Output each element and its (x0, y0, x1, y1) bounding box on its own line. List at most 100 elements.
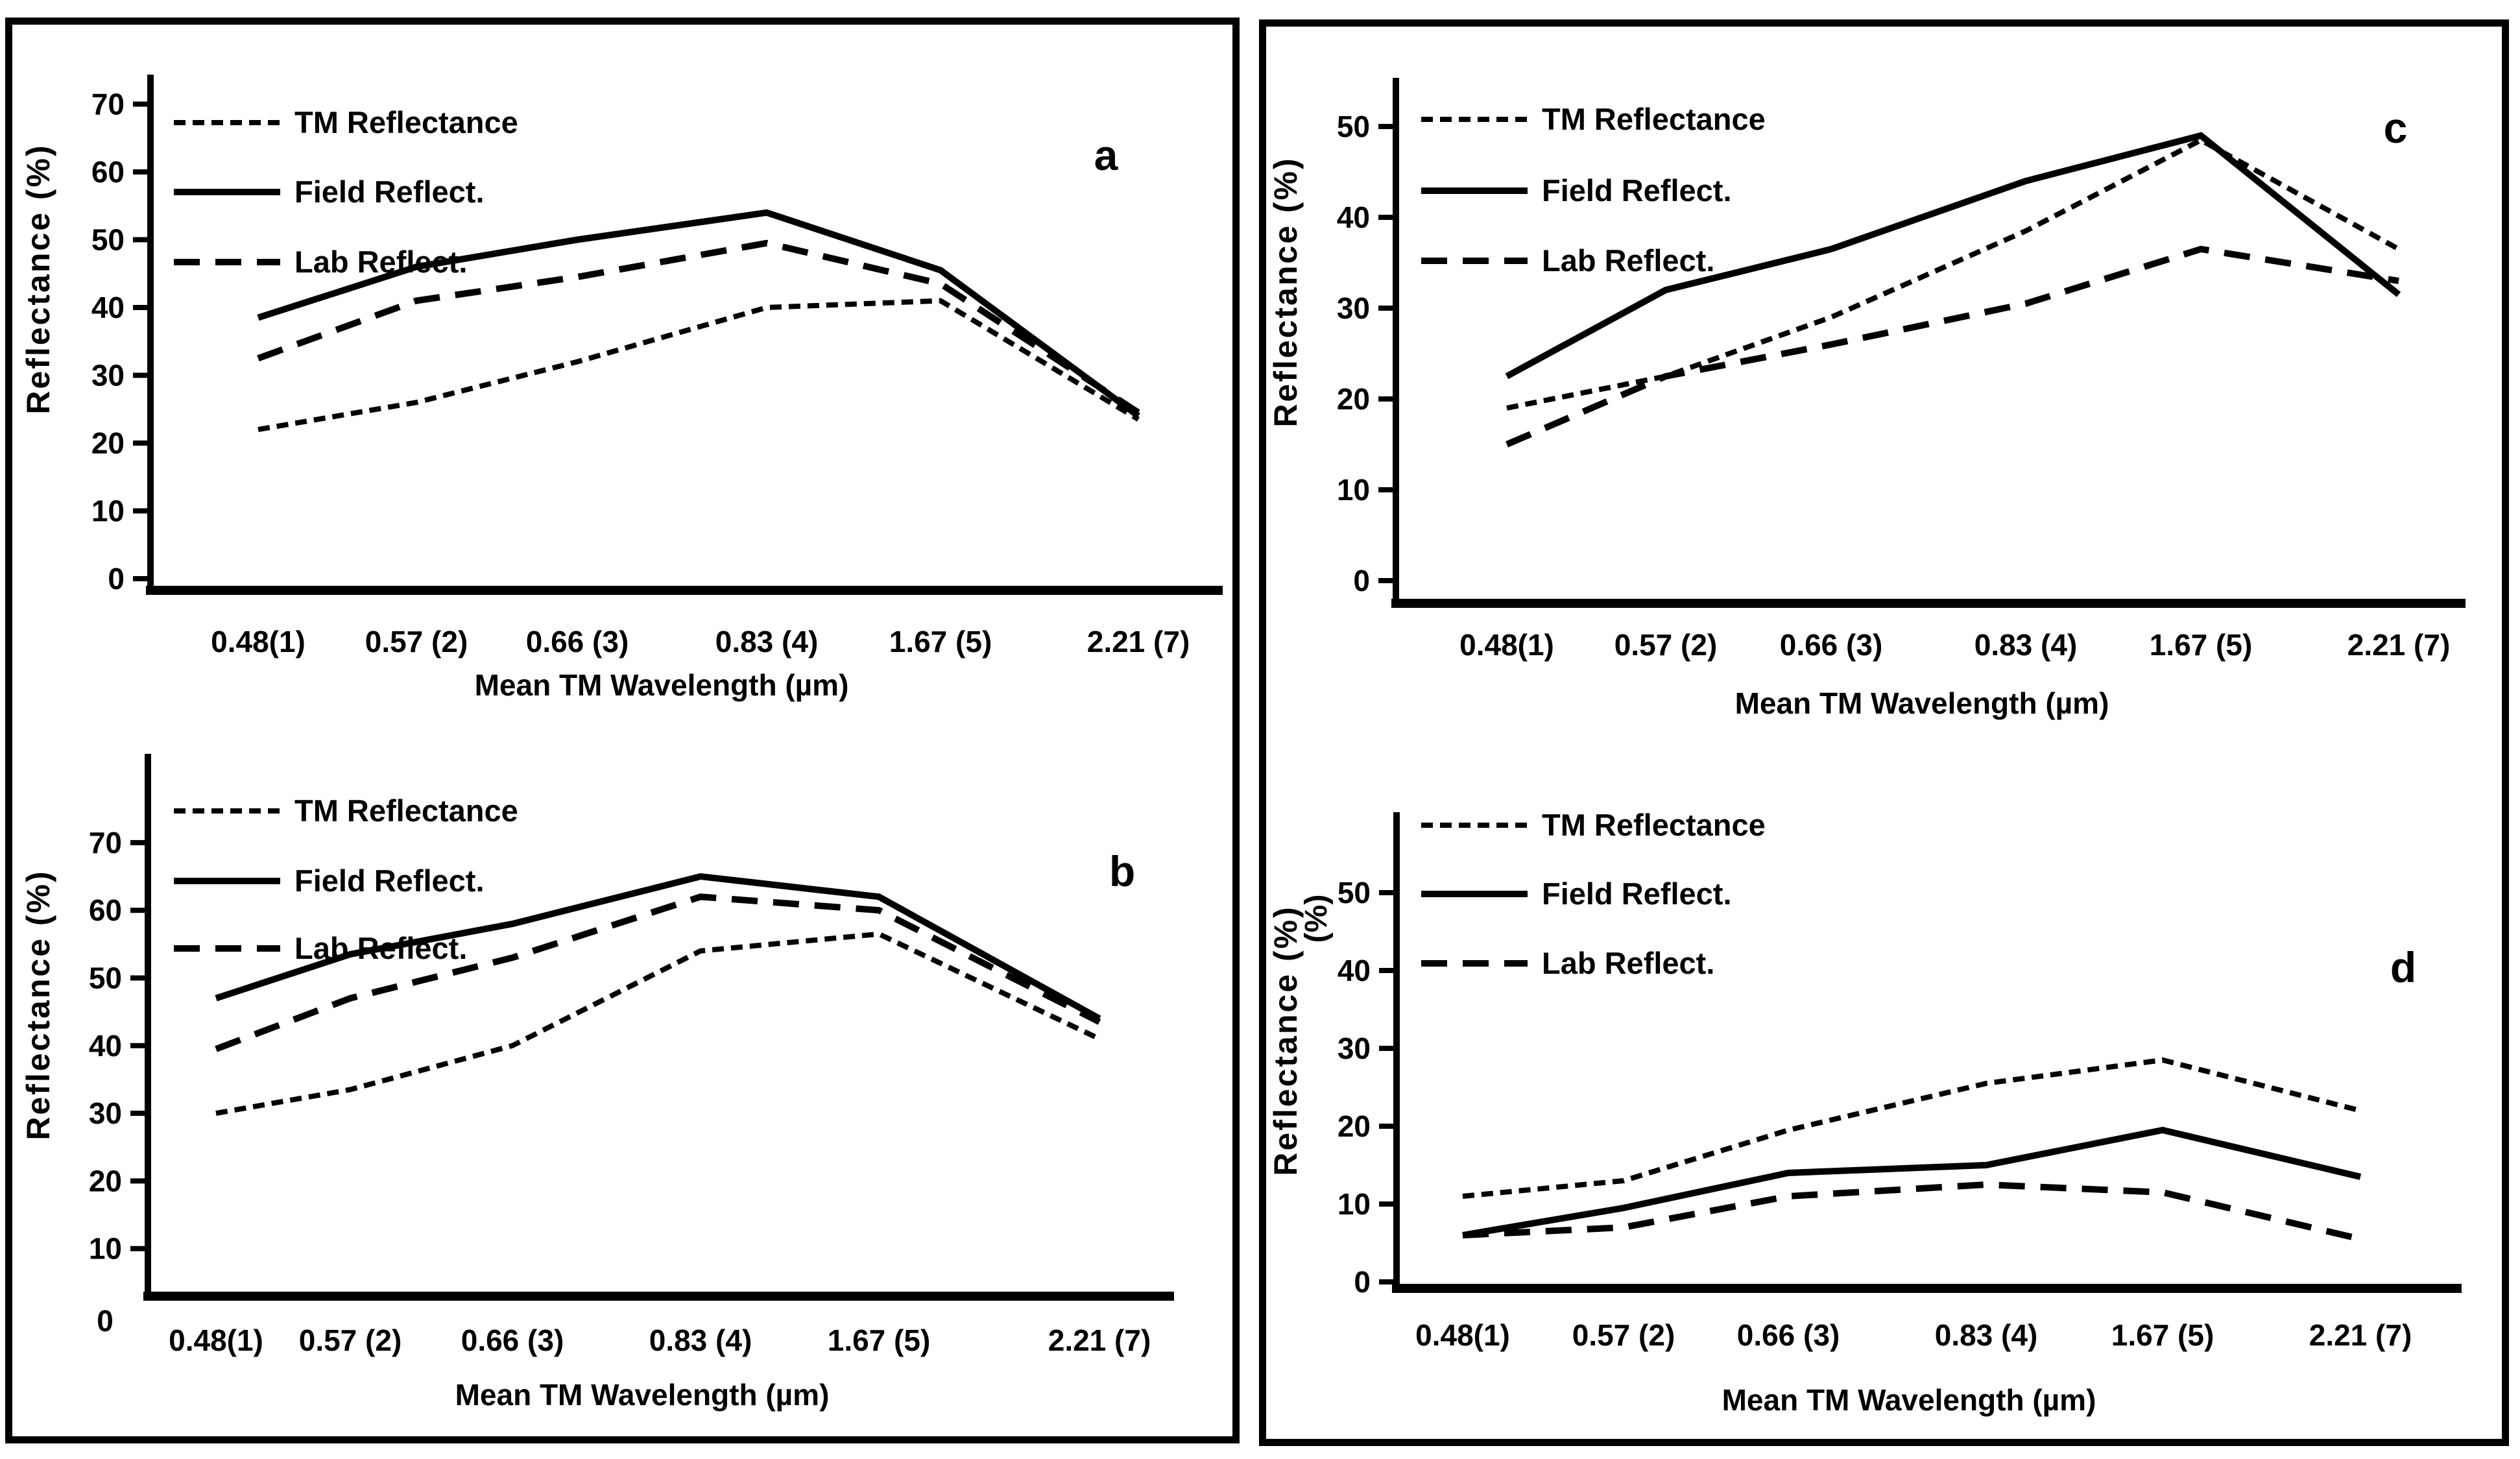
x-tick-label: 0.66 (3) (461, 1323, 564, 1357)
series-line-dashed (257, 239, 1140, 416)
y-tick-label: 20 (1337, 382, 1370, 416)
y-tick-mark (1379, 968, 1395, 973)
y-tick-label: 70 (89, 826, 122, 860)
panel-left-border (5, 18, 1240, 1443)
y-tick-label: 10 (89, 1232, 122, 1266)
y-tick-label: 50 (91, 223, 125, 257)
x-tick-label: 0.83 (4) (715, 625, 819, 658)
y-tick-mark (130, 1043, 146, 1048)
x-axis-title: Mean TM Wavelength (µm) (455, 1378, 830, 1412)
legend-label: TM Reflectance (1542, 102, 1766, 136)
y-tick-mark (1378, 215, 1394, 220)
y-axis-title: Reflectance (%) (1267, 905, 1304, 1176)
y-tick-label: 10 (1338, 1187, 1371, 1221)
chart-letter: b (1109, 847, 1135, 895)
series-line-solid (1505, 132, 2401, 380)
y-tick-mark (1379, 1279, 1395, 1284)
y-axis-line (145, 754, 151, 1300)
y-axis-title: Reflectance (%) (1267, 156, 1304, 427)
chart-letter: d (2390, 943, 2416, 991)
series-line-fine-dashed (215, 931, 1101, 1116)
y-tick-mark (1379, 1201, 1395, 1207)
series-line-solid (215, 873, 1101, 1022)
x-tick-label: 1.67 (5) (2150, 628, 2253, 662)
legend-label: Field Reflect. (294, 175, 485, 209)
legend-label: Field Reflect. (294, 863, 485, 898)
series-line-dashed (1506, 245, 2399, 448)
legend-label: Field Reflect. (1542, 876, 1732, 911)
y-tick-label: 0 (1353, 564, 1370, 597)
x-tick-label: 0.66 (3) (1737, 1318, 1840, 1352)
x-tick-label: 0.83 (4) (1974, 628, 2078, 662)
x-tick-label: 0.48(1) (1415, 1318, 1510, 1352)
y-tick-mark (130, 908, 146, 913)
y-tick-label-zero: 0 (97, 1304, 114, 1338)
y-tick-mark (130, 975, 146, 981)
x-tick-label: 0.66 (3) (526, 625, 629, 658)
y-tick-mark (130, 839, 146, 845)
series-line-solid (1462, 1126, 2362, 1238)
y-tick-label: 20 (91, 426, 125, 460)
x-tick-label: 1.67 (5) (889, 625, 992, 658)
y-tick-mark (130, 1178, 146, 1184)
y-tick-mark (133, 101, 149, 107)
y-tick-label: 30 (89, 1096, 122, 1130)
y-tick-mark (1378, 487, 1394, 492)
y-tick-label: 10 (1337, 473, 1370, 507)
y-tick-mark (1379, 1124, 1395, 1129)
y-axis-line (1393, 78, 1399, 607)
x-tick-label: 2.21 (7) (1087, 625, 1190, 658)
x-axis-line (143, 1292, 1174, 1301)
x-tick-label: 0.57 (2) (365, 625, 468, 658)
panel-right-border (1259, 19, 2509, 1446)
y-tick-mark (133, 508, 149, 514)
y-tick-mark (1379, 1046, 1395, 1051)
y-tick-mark (1378, 124, 1394, 129)
x-axis-line (1392, 1284, 2462, 1293)
x-axis-title: Mean TM Wavelength (µm) (475, 668, 849, 702)
y-tick-label: 0 (108, 562, 125, 596)
x-tick-label: 2.21 (7) (2347, 628, 2451, 662)
y-axis-line (1393, 812, 1400, 1292)
x-axis-title: Mean TM Wavelength (µm) (1722, 1383, 2096, 1417)
x-tick-label: 0.48(1) (169, 1323, 263, 1357)
y-tick-label: 30 (1338, 1031, 1371, 1065)
y-tick-mark (133, 576, 149, 581)
y-tick-label: 20 (89, 1164, 122, 1198)
x-axis-line (1391, 599, 2466, 608)
y-tick-label: 40 (89, 1029, 122, 1063)
y-tick-mark (130, 1246, 146, 1251)
y-tick-label: 60 (89, 893, 122, 927)
series-line-fine-dashed (1506, 137, 2400, 411)
y-tick-label: 50 (1337, 110, 1370, 143)
y-axis-title: Reflectance (%) (20, 143, 56, 414)
y-tick-label: 0 (1354, 1265, 1371, 1299)
y-axis-line (147, 75, 154, 594)
y-tick-label: 60 (91, 155, 125, 189)
legend-label: TM Reflectance (1542, 808, 1766, 842)
y-tick-label: 30 (1337, 291, 1370, 325)
y-tick-mark (1378, 578, 1394, 583)
y-tick-mark (133, 372, 149, 378)
y-tick-label: 40 (91, 291, 125, 324)
x-tick-label: 0.83 (4) (1935, 1318, 2038, 1352)
series-line-solid (257, 209, 1140, 419)
series-line-fine-dashed (258, 298, 1140, 433)
y-tick-mark (133, 237, 149, 243)
y-tick-mark (133, 305, 149, 310)
chart-d: 0 10 20 30 40 50 0.48(1) 0.57 (2) 0.66 (3) 0.83 (… (1267, 808, 2462, 1417)
y-axis-label-fragment: (%) (1299, 895, 1334, 943)
x-tick-label: 0.66 (3) (1780, 628, 1883, 662)
legend-label: Lab Reflect. (294, 245, 467, 279)
chart-a: 0 10 20 30 40 50 60 70 0.48(1) 0.57 (2) 0.66 (3) 0.… (20, 75, 1223, 702)
x-tick-label: 0.57 (2) (1614, 628, 1718, 662)
y-tick-mark (130, 1111, 146, 1116)
x-tick-label: 1.67 (5) (828, 1323, 931, 1357)
legend-label: TM Reflectance (294, 105, 518, 139)
y-tick-mark (133, 169, 149, 175)
series-line-dashed (215, 893, 1101, 1052)
x-tick-label: 2.21 (7) (1048, 1323, 1151, 1357)
y-tick-label: 30 (91, 359, 125, 392)
chart-b: 10 20 30 40 50 60 70 0 0.48(1) 0.57 (2) 0.66 (3) 0.… (20, 754, 1174, 1412)
